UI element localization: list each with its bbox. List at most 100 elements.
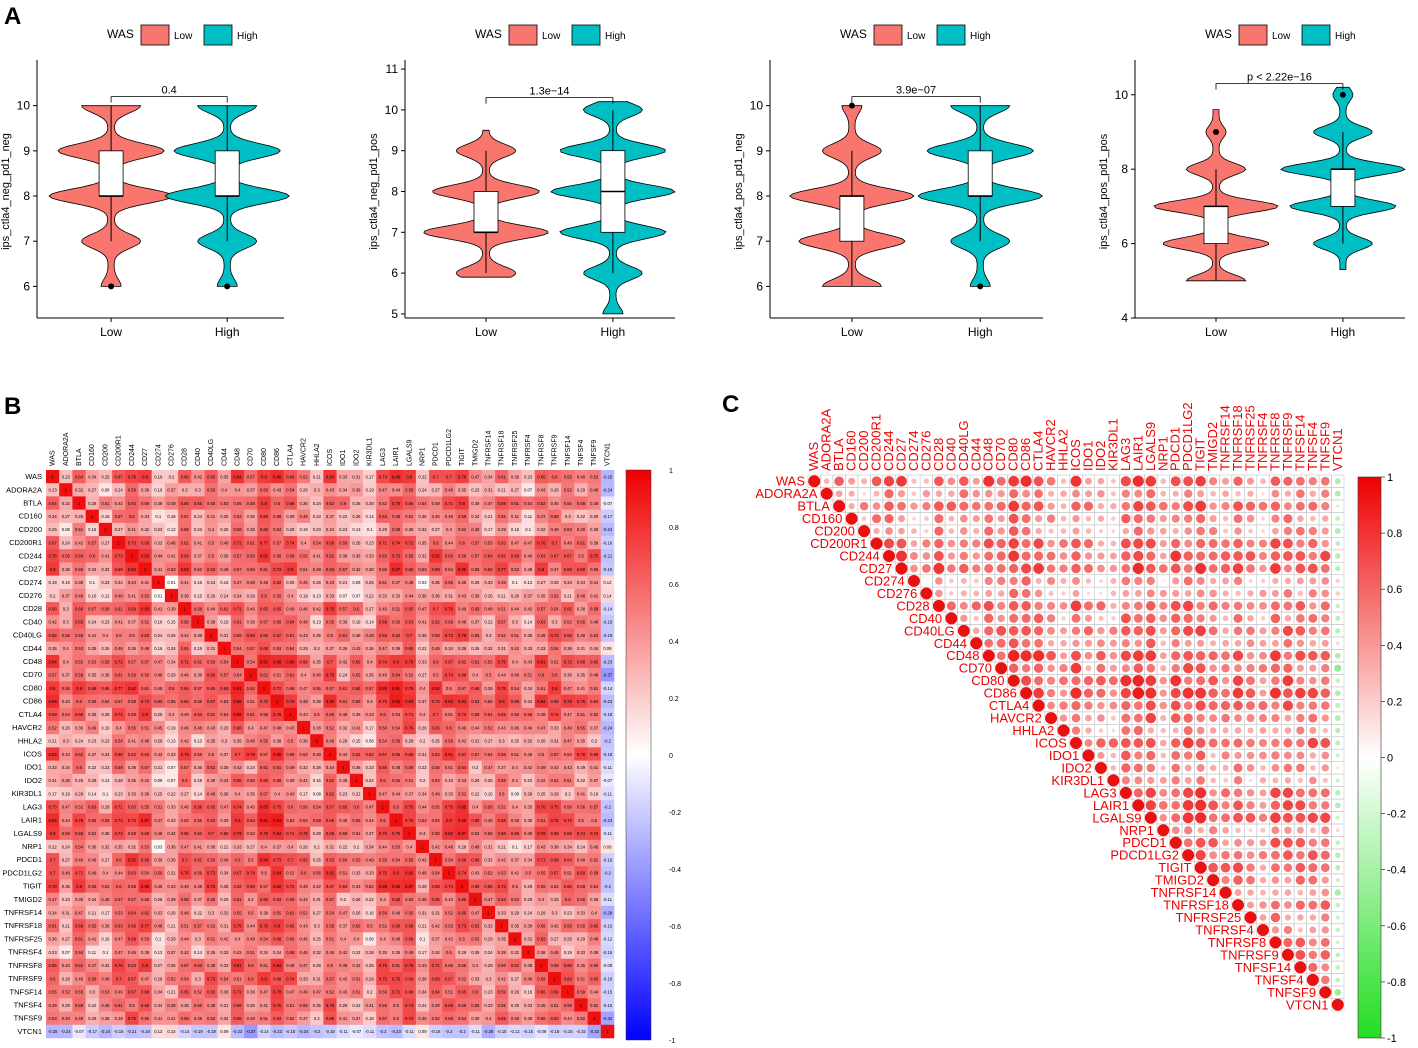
- heatmap-cell-value: 0.35: [392, 950, 401, 955]
- heatmap-cell-value: -0.18: [603, 712, 613, 717]
- heatmap-cell-value: 0.28: [167, 937, 176, 942]
- heatmap-cell-value: 0.35: [115, 844, 124, 849]
- heatmap-cell-value: 0.56: [207, 488, 216, 493]
- heatmap-cell-value: 0.08: [101, 488, 110, 493]
- heatmap-cell-value: 0.26: [101, 646, 110, 651]
- heatmap-cell-value: 0.73: [273, 567, 282, 572]
- heatmap-cell-value: 0.2: [314, 1016, 320, 1021]
- corrplot-circle: [834, 476, 844, 486]
- heatmap-cell-value: 0.2: [472, 765, 478, 770]
- heatmap-cell-value: 0.48: [524, 976, 533, 981]
- corrplot-circle: [1233, 477, 1242, 486]
- heatmap-cell-value: 0.83: [141, 607, 150, 612]
- corrplot-circle: [1197, 490, 1204, 497]
- heatmap-cell-value: 0.28: [537, 739, 546, 744]
- heatmap-cell-value: 0.37: [62, 673, 71, 678]
- heatmap-cell-value: 0.65: [537, 474, 546, 479]
- heatmap-cell-value: 0.32: [141, 527, 150, 532]
- heatmap-cell-value: 0.4: [301, 673, 307, 678]
- heatmap-cell-value: 0.35: [247, 791, 256, 796]
- heatmap-cell-value: 0.7: [433, 607, 439, 612]
- heatmap-cell-value: 0.13: [154, 950, 163, 955]
- heatmap-cell-value: 0.52: [550, 593, 559, 598]
- heatmap-cell-value: 0.4: [235, 488, 241, 493]
- corrplot-circle: [1145, 476, 1156, 487]
- heatmap-cell-value: 0.28: [366, 501, 375, 506]
- heatmap-cell-value: 0.28: [471, 580, 480, 585]
- heatmap-cell-value: 0.71: [405, 712, 414, 717]
- heatmap-cell-value: 0.74: [405, 1003, 414, 1008]
- heatmap-cell-value: 0.56: [537, 924, 546, 929]
- heatmap-cell-value: 0.22: [88, 765, 97, 770]
- heatmap-cell-value: 0.57: [326, 897, 335, 902]
- heatmap-cell-value: 0.42: [511, 871, 520, 876]
- heatmap-cell-value: 0.62: [75, 963, 84, 968]
- heatmap-cell-value: -0.24: [101, 1029, 111, 1034]
- x-tick-label: Low: [100, 325, 122, 339]
- heatmap-col-label: CD80: [261, 448, 268, 466]
- corrplot-circle: [923, 490, 930, 497]
- heatmap-cell-value: 0.72: [564, 818, 573, 823]
- heatmap-cell-value: 0.6: [472, 990, 478, 995]
- heatmap-cell-value: 0.36: [339, 646, 348, 651]
- heatmap-cell-value: 0.72: [115, 831, 124, 836]
- heatmap-cell-value: 0.59: [247, 554, 256, 559]
- heatmap-cell-value: 0.54: [458, 1016, 467, 1021]
- heatmap-cell-value: 0.44: [247, 924, 256, 929]
- heatmap-cell-value: 0.49: [445, 514, 454, 519]
- heatmap-cell-value: 0.64: [590, 699, 599, 704]
- heatmap-cell-value: 0.27: [313, 910, 322, 915]
- heatmap-cell-value: 0.5: [578, 554, 584, 559]
- heatmap-cell-value: -0.14: [180, 1029, 190, 1034]
- heatmap-cell-value: 0.23: [88, 739, 97, 744]
- heatmap-cell-value: 0.52: [392, 607, 401, 612]
- heatmap-cell-value: 0.34: [366, 844, 375, 849]
- heatmap-cell-value: 0.53: [286, 818, 295, 823]
- heatmap-cell-value: 0.27: [101, 540, 110, 545]
- heatmap-cell-value: 0.39: [524, 924, 533, 929]
- heatmap-cell-value: 0.51: [207, 937, 216, 942]
- heatmap-cell-value: 0.49: [366, 633, 375, 638]
- heatmap-row-label: CD160: [19, 512, 42, 521]
- heatmap-cell-value: 0.42: [233, 765, 242, 770]
- legend-swatch-low: [874, 25, 902, 45]
- heatmap-cell-value: 0.49: [286, 765, 295, 770]
- heatmap-cell-value: 0.57: [181, 963, 190, 968]
- heatmap-cell-value: 0.83: [49, 752, 58, 757]
- heatmap-cell-value: 0.52: [247, 831, 256, 836]
- heatmap-cell-value: -0.32: [589, 1029, 599, 1034]
- heatmap-cell-value: 0.54: [511, 686, 520, 691]
- heatmap-cell-value: 0.36: [75, 725, 84, 730]
- heatmap-cell-value: 0.52: [498, 633, 507, 638]
- heatmap-cell-value: 0.61: [233, 620, 242, 625]
- heatmap-cell-value: 0.55: [458, 963, 467, 968]
- heatmap-cell-value: 0.25: [366, 963, 375, 968]
- heatmap-cell-value: 0.66: [75, 831, 84, 836]
- heatmap-cell-value: 0.82: [128, 857, 137, 862]
- heatmap-cell-value: 0.6: [76, 765, 82, 770]
- heatmap-cell-value: 0.16: [167, 514, 176, 519]
- heatmap-cell-value: 0.54: [141, 871, 150, 876]
- heatmap-cell-value: 0.48: [194, 725, 203, 730]
- heatmap-cell-value: 0.64: [339, 884, 348, 889]
- heatmap-cell-value: 0.41: [141, 580, 150, 585]
- heatmap-cell-value: 0.4: [512, 805, 518, 810]
- heatmap-cell-value: 0.67: [564, 554, 573, 559]
- heatmap-cell-value: 0.51: [286, 1003, 295, 1008]
- heatmap-cell-value: 0.35: [366, 673, 375, 678]
- heatmap-cell-value: 0.53: [445, 924, 454, 929]
- heatmap-cell-value: 0.59: [88, 884, 97, 889]
- heatmap-cell-value: 0.57: [260, 752, 269, 757]
- heatmap-cell-value: 0.58: [181, 1016, 190, 1021]
- heatmap-cell-value: 0.6: [446, 725, 452, 730]
- heatmap-cell-value: 0.65: [379, 765, 388, 770]
- heatmap-cell-value: 0.1: [155, 937, 161, 942]
- heatmap-cell-value: 0.26: [300, 844, 309, 849]
- heatmap-cell-value: 0.56: [62, 633, 71, 638]
- heatmap-cell-value: 0.63: [379, 514, 388, 519]
- heatmap-cell-value: 0.67: [233, 871, 242, 876]
- heatmap-cell-value: 0.47: [181, 844, 190, 849]
- heatmap-colorbar-tick: 0.6: [669, 582, 679, 589]
- heatmap-cell-value: 0.36: [247, 990, 256, 995]
